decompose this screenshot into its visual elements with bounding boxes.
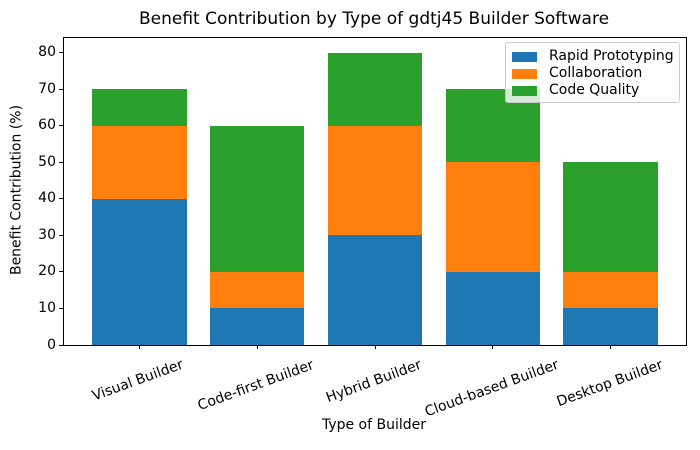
x-tick-label: Cloud-based Builder bbox=[422, 356, 561, 421]
y-tick-label: 60 bbox=[38, 117, 56, 134]
y-tick-mark bbox=[59, 198, 63, 200]
legend-swatch-icon bbox=[512, 68, 537, 79]
bar-segment-collaboration bbox=[445, 162, 540, 272]
y-tick-mark bbox=[59, 161, 63, 163]
y-tick-label: 0 bbox=[47, 336, 56, 353]
y-tick-label: 30 bbox=[38, 226, 56, 243]
bar-segment-rapid-prototyping bbox=[92, 198, 187, 345]
y-tick-mark bbox=[59, 271, 63, 273]
y-tick-mark bbox=[59, 307, 63, 309]
legend-label: Rapid Prototyping bbox=[549, 48, 674, 64]
bar-segment-collaboration bbox=[327, 125, 423, 236]
x-tick-label: Desktop Builder bbox=[554, 357, 665, 411]
y-tick-mark bbox=[59, 344, 63, 346]
legend-label: Code Quality bbox=[549, 82, 640, 98]
chart-title: Benefit Contribution by Type of gdtj45 B… bbox=[138, 9, 610, 29]
bar-segment-code-quality bbox=[563, 162, 658, 272]
bar-segment-collaboration bbox=[563, 271, 658, 309]
x-axis-label: Type of Builder bbox=[321, 417, 427, 433]
x-tick-mark bbox=[374, 345, 376, 349]
y-tick-mark bbox=[59, 125, 63, 127]
bar-segment-collaboration bbox=[92, 125, 187, 199]
legend-item: Rapid Prototyping bbox=[512, 48, 674, 65]
bar-segment-code-quality bbox=[92, 89, 187, 126]
y-tick-mark bbox=[59, 52, 63, 54]
legend-swatch-icon bbox=[512, 51, 537, 62]
y-tick-mark bbox=[59, 88, 63, 90]
y-tick-label: 10 bbox=[38, 299, 56, 316]
bar-segment-collaboration bbox=[210, 271, 305, 309]
bar-segment-code-quality bbox=[210, 125, 305, 272]
x-tick-label: Hybrid Builder bbox=[324, 356, 424, 407]
y-tick-label: 80 bbox=[38, 44, 56, 61]
x-tick-mark bbox=[256, 345, 258, 349]
y-tick-label: 50 bbox=[38, 153, 56, 170]
y-tick-mark bbox=[59, 234, 63, 236]
x-tick-mark bbox=[492, 345, 494, 349]
bar-segment-rapid-prototyping bbox=[445, 271, 540, 345]
x-tick-mark bbox=[610, 345, 612, 349]
bar-segment-rapid-prototyping bbox=[563, 308, 658, 345]
bar-segment-rapid-prototyping bbox=[210, 308, 305, 345]
legend: Rapid Prototyping Collaboration Code Quali… bbox=[505, 42, 680, 103]
y-tick-label: 40 bbox=[38, 190, 56, 207]
legend-swatch-icon bbox=[512, 85, 537, 96]
legend-item: Code Quality bbox=[512, 82, 671, 99]
y-tick-label: 70 bbox=[38, 80, 56, 97]
y-tick-label: 20 bbox=[38, 263, 56, 280]
legend-item: Collaboration bbox=[512, 65, 671, 82]
x-tick-label: Visual Builder bbox=[90, 357, 186, 405]
x-tick-mark bbox=[138, 345, 140, 349]
bar-segment-code-quality bbox=[327, 52, 423, 126]
legend-label: Collaboration bbox=[549, 65, 643, 81]
x-tick-label: Code-first Builder bbox=[195, 356, 317, 414]
bar-segment-rapid-prototyping bbox=[327, 235, 423, 345]
